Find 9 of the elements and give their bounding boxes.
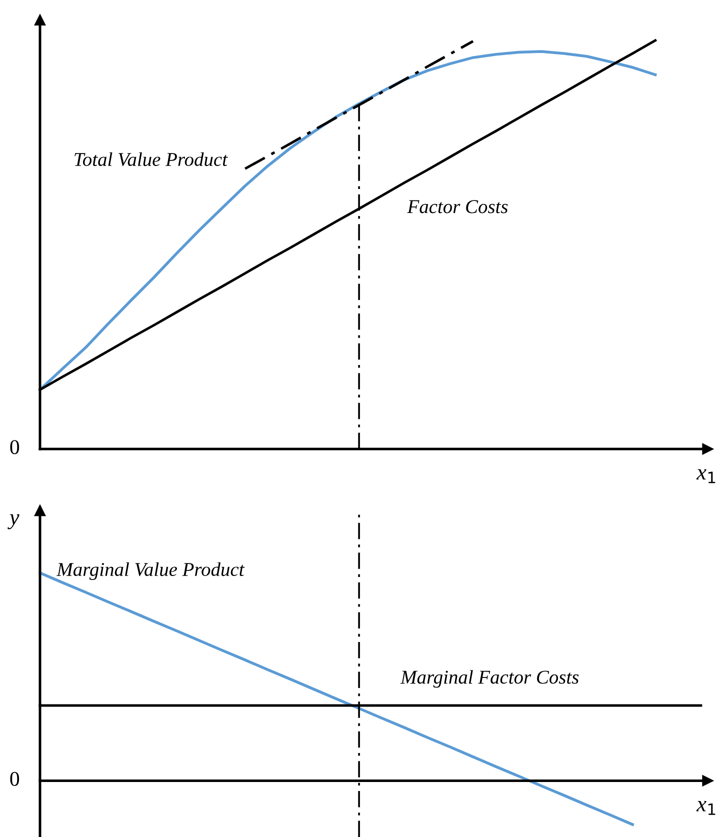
text: 0 — [10, 772, 20, 786]
y-axis-title: y — [8, 514, 20, 530]
x-axis-title: x$_{1}$ — [696, 801, 716, 815]
series-label: Marginal Value Product — [56, 562, 245, 580]
series-label: Factor Costs — [407, 200, 508, 214]
series-label: Total Value Product — [74, 152, 228, 166]
series-label: Marginal Factor Costs — [400, 670, 579, 688]
text: 0 — [10, 440, 20, 454]
x-axis-title: x$_{1}$ — [696, 469, 716, 484]
